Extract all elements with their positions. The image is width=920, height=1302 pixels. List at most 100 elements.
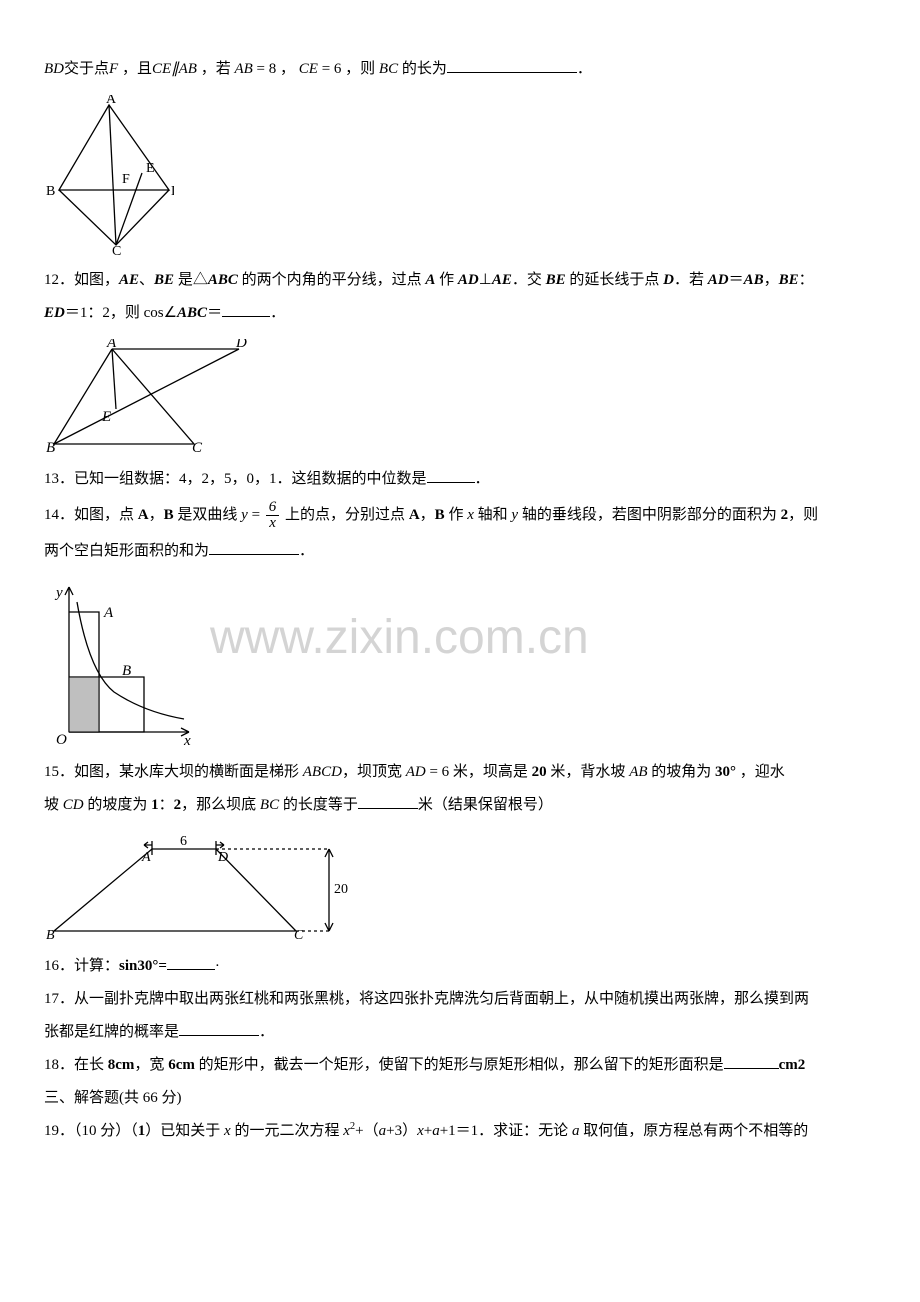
- q17-period: ．: [259, 1024, 274, 1040]
- q13-period: ．: [475, 471, 490, 487]
- q19-t4: +3）: [386, 1123, 417, 1139]
- q14-line2-container: 两个空白矩形面积的和为 ．: [44, 538, 876, 565]
- q15-label-d: D: [217, 850, 228, 865]
- q12-label-b: B: [46, 440, 55, 454]
- q15-label-6: 6: [180, 834, 187, 849]
- q11-text-8: = 8 ，: [253, 61, 299, 77]
- q12-label-d: D: [235, 339, 247, 351]
- q14-frac-den: x: [266, 516, 280, 531]
- q14-eq: =: [248, 507, 264, 523]
- q17-l2-text: 张都是红牌的概率是: [44, 1024, 179, 1040]
- q15-t7: 的坡角为 30° ，迎水: [648, 764, 785, 780]
- q15-blank: [358, 794, 418, 809]
- q15-t1: 15．如图，某水库大坝的横断面是梯形: [44, 764, 303, 780]
- q11-label-d: D: [171, 184, 174, 199]
- q11-text-9: CE: [299, 61, 318, 77]
- q16: 16．计算：sin30°=·: [44, 953, 876, 980]
- q17-line2-container: 张都是红牌的概率是 ．: [44, 1019, 876, 1046]
- q12-t1: AE: [119, 272, 139, 288]
- q14-line1: 14．如图，点 A，B 是双曲线 y = 6x 上的点，分别过点 A，B 作 x…: [44, 499, 876, 532]
- q19-t7: 取何值，原方程总有两个不相等的: [579, 1123, 808, 1139]
- q12-t12: ．交: [512, 272, 546, 288]
- q11-label-e: E: [146, 161, 155, 176]
- q14-x1: x: [467, 507, 474, 523]
- q19-t5: +: [424, 1123, 432, 1139]
- q12-l2-t3: ABC: [177, 305, 207, 321]
- q15-l2-t2: CD: [63, 797, 84, 813]
- q14-line2-text: 两个空白矩形面积的和为: [44, 543, 209, 559]
- q12-t3: BE: [154, 272, 174, 288]
- q12-t7: A: [425, 272, 435, 288]
- q12-t4: 是△: [174, 272, 208, 288]
- q12-t18: ＝: [729, 272, 744, 288]
- q15-l2-t3: 的坡度为 1：2，那么坝底: [84, 797, 260, 813]
- q11-label-b: B: [46, 184, 55, 199]
- q11-figure: A B C D E F: [44, 95, 876, 255]
- q12-t8: 作: [435, 272, 458, 288]
- q17-blank: [179, 1021, 259, 1036]
- q11-text-3: F: [109, 61, 122, 77]
- q12-t14: 的延长线于点: [566, 272, 664, 288]
- q15-t6: AB: [629, 764, 647, 780]
- q15-suffix: 米（结果保留根号）: [418, 797, 553, 813]
- q12-t15: D: [663, 272, 674, 288]
- q14-frac-num: 6: [266, 500, 280, 516]
- section3-header: 三、解答题(共 66 分): [44, 1085, 876, 1112]
- q15-l2-t5: 的长度等于: [279, 797, 358, 813]
- q12-l2-t2: ＝1：2，则 cos∠: [65, 305, 177, 321]
- q18-t1: 18．在长 8cm，宽 6cm 的矩形中，截去一个矩形，使留下的矩形与原矩形相似…: [44, 1057, 724, 1073]
- q14-t4: 轴的垂线段，若图中阴影部分的面积为 2，则: [518, 507, 818, 523]
- q13-blank: [427, 468, 475, 483]
- q19: 19．（10 分）（1）已知关于 x 的一元二次方程 x2+（a+3）x+a+1…: [44, 1118, 876, 1145]
- q19-t2: 的一元二次方程: [231, 1123, 344, 1139]
- q18-blank: [724, 1054, 779, 1069]
- q14-t3: 轴和: [474, 507, 512, 523]
- q12-figure: A D B C E: [44, 339, 876, 454]
- q15-t2: ABCD: [303, 764, 342, 780]
- q12-t2: 、: [139, 272, 154, 288]
- q11-period: ．: [577, 61, 592, 77]
- q19-a2: a: [432, 1123, 440, 1139]
- q15-t5: = 6 米，坝高是 20 米，背水坡: [426, 764, 629, 780]
- q15-label-c: C: [294, 928, 304, 941]
- q15-figure: 6 20 A D B C: [44, 831, 876, 941]
- q12-line1: 12．如图，AE、BE 是△ABC 的两个内角的平分线，过点 A 作 AD⊥AE…: [44, 267, 876, 294]
- q14-label-x: x: [183, 733, 191, 747]
- q14-period: ．: [299, 543, 314, 559]
- q12-period: ．: [270, 305, 285, 321]
- q13-text: 13．已知一组数据：4，2，5，0，1．这组数据的中位数是: [44, 471, 427, 487]
- q12-t19: AB: [744, 272, 764, 288]
- q19-t3: +（: [355, 1123, 378, 1139]
- q14-fraction: 6x: [266, 500, 280, 531]
- q14-t1: 14．如图，点 A，B 是双曲线: [44, 507, 241, 523]
- q14-label-y: y: [54, 585, 63, 601]
- q11-text-2: 交于点: [64, 61, 109, 77]
- q16-blank: [167, 955, 215, 970]
- q17-l1-text: 17．从一副扑克牌中取出两张红桃和两张黑桃，将这四张扑克牌洗匀后背面朝上，从中随…: [44, 991, 809, 1007]
- q12-label-a: A: [106, 339, 117, 351]
- q12-t22: ：: [799, 272, 814, 288]
- q15-line1: 15．如图，某水库大坝的横断面是梯形 ABCD，坝顶宽 AD = 6 米，坝高是…: [44, 759, 876, 786]
- q12-line2-container: ED＝1：2，则 cos∠ABC＝ ．: [44, 300, 876, 327]
- q12-t20: ，: [764, 272, 779, 288]
- q12-t6: 的两个内角的平分线，过点: [238, 272, 426, 288]
- q12-t10: ⊥: [479, 272, 492, 288]
- q12-l2-t1: ED: [44, 305, 65, 321]
- q15-t4: AD: [406, 764, 426, 780]
- q11-continued: BD交于点F ，且CE∥AB ，若 AB = 8 ， CE = 6 ，则 BC …: [44, 56, 876, 83]
- q15-label-b: B: [46, 928, 55, 941]
- q15-label-20: 20: [334, 882, 348, 897]
- q12-t5: ABC: [208, 272, 238, 288]
- q11-label-f: F: [122, 172, 130, 187]
- q12-blank: [222, 302, 270, 317]
- q11-text-10: = 6 ，则: [318, 61, 379, 77]
- q14-label-a: A: [103, 605, 114, 621]
- q12-l2-t4: ＝: [207, 305, 222, 321]
- q17-line1: 17．从一副扑克牌中取出两张红桃和两张黑桃，将这四张扑克牌洗匀后背面朝上，从中随…: [44, 986, 876, 1013]
- q12-t16: ．若: [674, 272, 708, 288]
- q11-text-7: AB: [234, 61, 252, 77]
- q14-label-o: O: [56, 732, 67, 747]
- q15-line2-container: 坡 CD 的坡度为 1：2，那么坝底 BC 的长度等于米（结果保留根号）: [44, 792, 876, 819]
- q19-a1: a: [379, 1123, 387, 1139]
- q12-t9: AD: [458, 272, 479, 288]
